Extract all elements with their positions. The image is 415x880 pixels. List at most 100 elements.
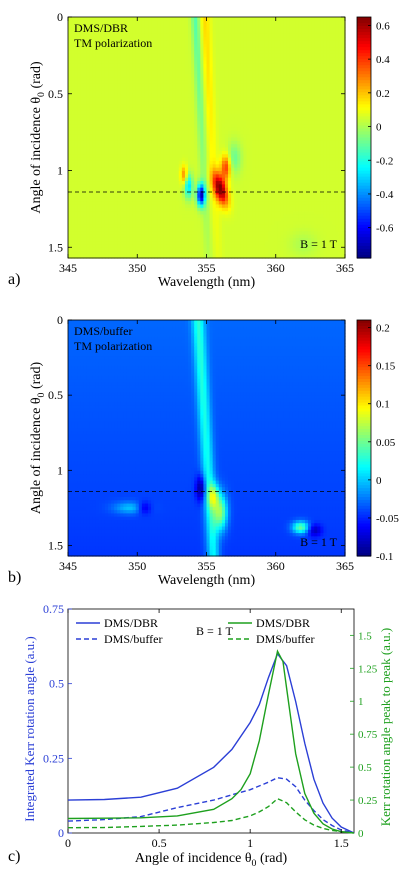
heatmap-cell [68,67,72,72]
heatmap-cell [141,43,146,48]
heatmap-cell [129,114,134,119]
heatmap-cell [132,93,137,98]
heatmap-cell [74,247,78,252]
heatmap-cell [95,174,100,179]
heatmap-cell [123,154,128,159]
heatmap-cell [123,181,128,185]
heatmap-cell [129,191,134,196]
heatmap-cell [83,60,88,65]
heatmap-cell [132,187,137,192]
heatmap-cell [108,73,112,78]
heatmap-cell [104,147,109,152]
heatmap-cell [126,90,131,95]
heatmap-cell [77,214,81,219]
heatmap-cell [141,80,146,85]
heatmap-cell [86,80,91,85]
heatmap-cell [95,33,100,38]
heatmap-cell [74,244,78,249]
heatmap-cell [86,251,91,256]
heatmap-cell [126,80,131,85]
heatmap-cell [111,184,115,189]
heatmap-cell [114,241,118,246]
heatmap-cell [111,221,115,226]
heatmap-cell [138,217,143,222]
heatmap-cell [108,53,112,58]
heatmap-cell [117,127,121,132]
heatmap-cell [98,23,103,28]
heatmap-cell [114,120,118,125]
heatmap-cell [71,137,75,142]
heatmap-cell [104,17,109,21]
heatmap-cell [108,181,112,185]
heatmap-cell [74,93,78,98]
heatmap-cell [83,70,88,75]
heatmap-cell [92,83,97,88]
heatmap-cell [68,164,72,169]
heatmap-cell [126,60,131,65]
heatmap-cell [92,154,97,159]
heatmap-cell [135,207,140,212]
heatmap-cell [92,47,97,52]
heatmap-cell [92,184,97,189]
heatmap-cell [95,160,100,165]
heatmap-cell [120,40,124,45]
heatmap-cell [132,234,137,239]
heatmap-cell [144,50,149,55]
heatmap-cell [89,43,94,48]
heatmap-cell [89,17,94,21]
heatmap-cell [98,80,103,85]
heatmap-cell [108,37,112,42]
heatmap-cell [126,67,131,72]
heatmap-cell [80,43,84,48]
heatmap-cell [114,244,118,249]
heatmap-cell [126,63,131,68]
heatmap-cell [95,241,100,246]
heatmap-cell [101,17,106,21]
heatmap-cell [132,57,137,62]
heatmap-cell [138,90,143,95]
heatmap-cell [114,197,118,202]
heatmap-cell [77,114,81,119]
heatmap-cell [71,23,75,28]
heatmap-cell [120,241,124,246]
heatmap-cell [132,167,137,172]
heatmap-cell [117,201,121,206]
heatmap-cell [77,227,81,232]
heatmap-cell [77,93,81,98]
heatmap-cell [68,174,72,179]
heatmap-cell [95,227,100,232]
heatmap-cell [141,204,146,209]
heatmap-cell [129,87,134,92]
heatmap-cell [141,170,146,175]
heatmap-cell [114,167,118,172]
heatmap-cell [89,144,94,149]
heatmap-cell [92,104,97,108]
heatmap-cell [123,37,128,42]
heatmap-cell [138,130,143,135]
heatmap-cell [101,97,106,102]
heatmap-cell [95,181,100,185]
heatmap-cell [117,40,121,45]
heatmap-cell [98,124,103,129]
heatmap-cell [71,237,75,242]
heatmap-cell [123,53,128,58]
heatmap-cell [77,104,81,108]
heatmap-cell [104,227,109,232]
heatmap-cell [144,144,149,149]
heatmap-cell [126,93,131,98]
heatmap-cell [111,33,115,38]
heatmap-cell [126,77,131,82]
heatmap-cell [83,207,88,212]
heatmap-cell [138,53,143,58]
heatmap-cell [71,104,75,108]
heatmap-cell [71,187,75,192]
heatmap-cell [95,251,100,256]
heatmap-cell [117,144,121,149]
heatmap-cell [86,104,91,108]
heatmap-cell [141,117,146,122]
heatmap-cell [80,214,84,219]
heatmap-cell [117,154,121,159]
heatmap-cell [98,254,103,259]
heatmap-cell [77,57,81,62]
heatmap-cell [120,147,124,152]
